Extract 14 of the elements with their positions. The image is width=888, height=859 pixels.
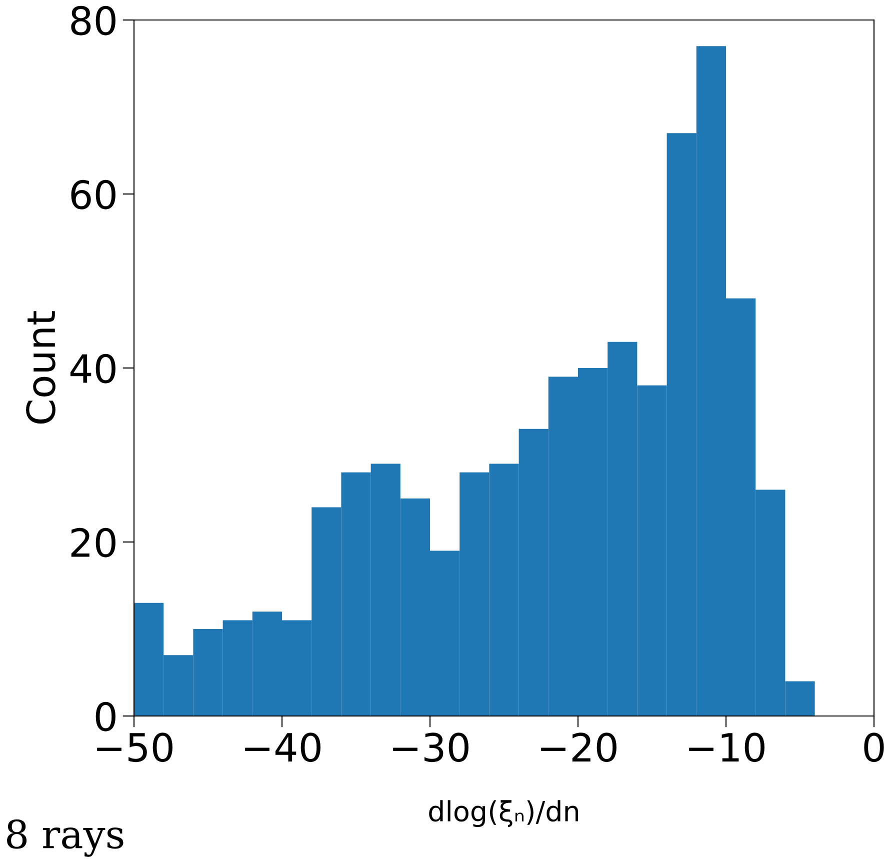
x-tick-label: −50 [97,732,172,762]
y-tick-label: 0 [96,702,116,732]
y-tick-label: 20 [71,528,116,558]
x-tick-label: −30 [393,732,468,762]
x-tick-label: −20 [541,732,616,762]
y-tick-label: 60 [71,180,116,210]
x-tick-label: −10 [689,732,764,762]
text: 8 rays [7,819,124,857]
y-tick-label: 80 [71,6,116,36]
x-axis-title: dlog(ξₙ)/dn [429,800,578,828]
x-tick-label: 0 [864,732,884,762]
x-tick-label: −40 [245,732,320,762]
y-tick-label: 40 [70,354,116,384]
y-axis-title: Count [26,311,56,424]
